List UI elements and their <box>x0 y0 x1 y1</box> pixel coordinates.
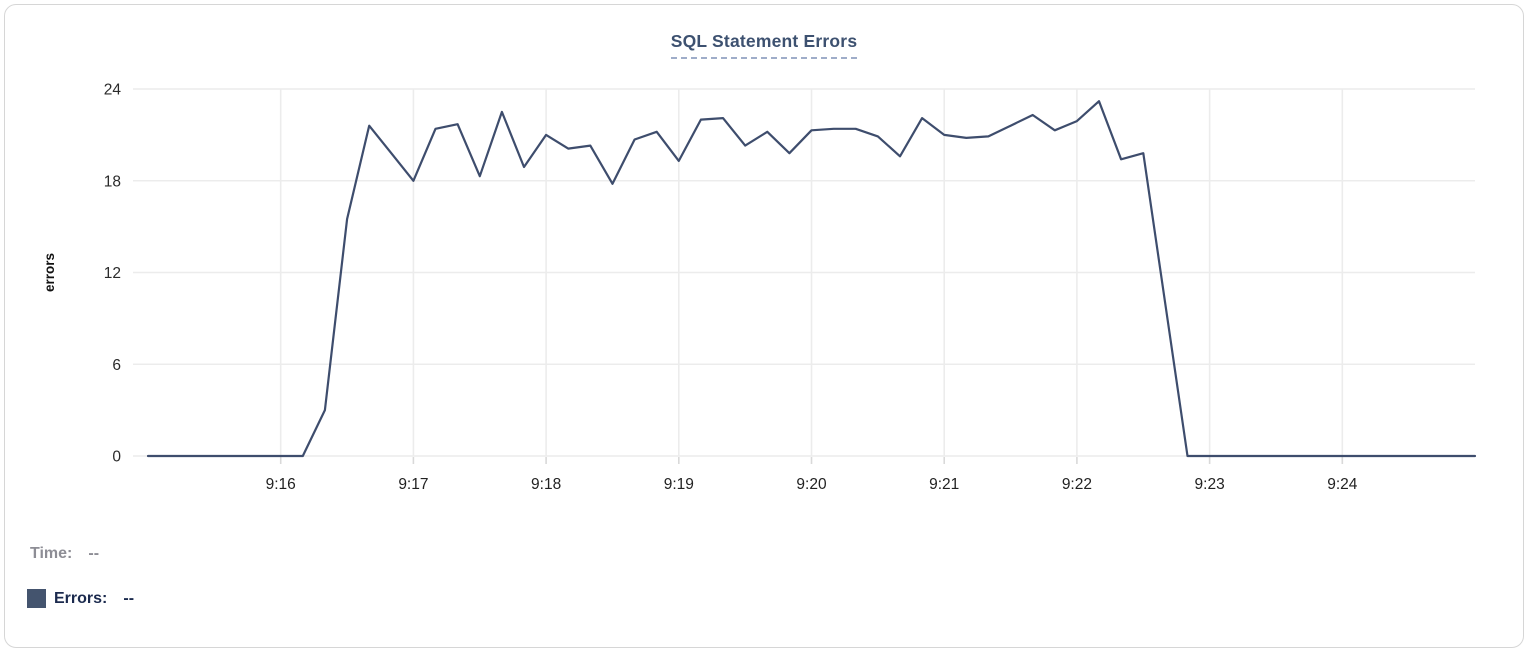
y-tick-label: 18 <box>104 173 121 190</box>
x-tick-label: 9:17 <box>398 476 428 493</box>
chart-card: SQL Statement Errors errors 0 6 12 18 24 9:16… <box>4 4 1524 648</box>
x-tick-label: 9:20 <box>796 476 827 493</box>
errors-line-chart[interactable]: 0 6 12 18 24 9:16 9:17 9:18 9:19 9:20 9:21 9:22 9:23… <box>5 5 1528 652</box>
legend-time-label: Time: <box>30 545 73 562</box>
x-tick-label: 9:18 <box>531 476 561 493</box>
y-tick-label: 24 <box>104 82 122 99</box>
chart-header: SQL Statement Errors <box>5 31 1523 59</box>
x-tick-label: 9:22 <box>1062 476 1092 493</box>
legend-errors-label: Errors: <box>54 589 108 607</box>
errors-series-line <box>146 100 1477 458</box>
legend-errors-swatch-icon <box>27 589 46 608</box>
legend-errors-row: Errors: -- <box>27 589 134 608</box>
x-tick-label: 9:23 <box>1195 476 1225 493</box>
y-tick-label: 12 <box>104 265 121 282</box>
y-tick-label: 0 <box>112 449 121 466</box>
x-tick-label: 9:21 <box>929 476 959 493</box>
legend-errors-value: -- <box>123 589 135 607</box>
x-tick-label: 9:24 <box>1327 476 1358 493</box>
x-tick-label: 9:19 <box>664 476 694 493</box>
y-tick-label: 6 <box>112 357 121 374</box>
x-tick-label: 9:16 <box>266 476 296 493</box>
chart-title[interactable]: SQL Statement Errors <box>670 31 858 59</box>
legend-time-value: -- <box>88 545 100 562</box>
legend-time-row: Time: -- <box>30 545 99 563</box>
